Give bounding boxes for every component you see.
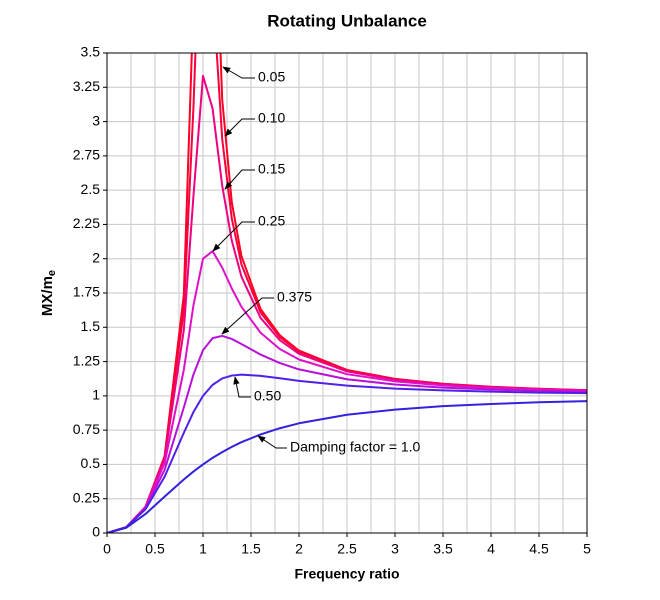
y-tick-label: 2.5 bbox=[81, 181, 101, 197]
y-axis-label: MX/me bbox=[39, 270, 58, 316]
x-tick-label: 1 bbox=[199, 541, 207, 557]
x-axis-label: Frequency ratio bbox=[294, 566, 399, 582]
series-line bbox=[107, 400, 587, 533]
series-line bbox=[107, 373, 587, 533]
y-tick-label: 3.5 bbox=[81, 44, 101, 60]
y-tick-label: 0 bbox=[92, 524, 100, 540]
grid bbox=[106, 52, 588, 534]
y-axis-label-sub: e bbox=[46, 270, 58, 276]
annotation-arrow bbox=[221, 297, 274, 335]
series-label: 0.25 bbox=[258, 213, 285, 229]
plot-area bbox=[107, 53, 587, 533]
x-tick-label: 1.5 bbox=[241, 541, 261, 557]
y-tick-label: 1.25 bbox=[73, 352, 100, 368]
annotations: 0.05 0.10 0.15 0.25 0.375 0.50 Damping factor … bbox=[212, 66, 421, 455]
x-tick-label: 5 bbox=[583, 541, 591, 557]
annotation-arrow bbox=[222, 66, 255, 79]
series-label: 0.05 bbox=[258, 69, 285, 85]
x-tick-label: 4.5 bbox=[529, 541, 549, 557]
y-axis-label-main: MX/m bbox=[39, 276, 56, 316]
series-label: 0.375 bbox=[277, 289, 312, 305]
y-tick-label: 3.25 bbox=[73, 78, 100, 94]
x-tick-label: 4 bbox=[487, 541, 495, 557]
series-line bbox=[107, 74, 587, 533]
series-line bbox=[107, 334, 587, 533]
annotation-arrow bbox=[224, 169, 255, 190]
series-label: 0.15 bbox=[258, 161, 285, 177]
x-tick-label: 3 bbox=[391, 541, 399, 557]
y-tick-label: 1.5 bbox=[81, 318, 101, 334]
y-tick-label: 2.75 bbox=[73, 147, 100, 163]
annotation-arrow bbox=[257, 435, 287, 449]
series-label: Damping factor = 1.0 bbox=[290, 439, 421, 455]
annotation-arrow bbox=[233, 376, 251, 398]
y-tick-label: 1 bbox=[92, 387, 100, 403]
x-tick-label: 2.5 bbox=[337, 541, 357, 557]
y-tick-label: 0.5 bbox=[81, 455, 101, 471]
x-tick-label: 0.5 bbox=[145, 541, 165, 557]
y-tick-label: 2 bbox=[92, 249, 100, 265]
annotation-arrow bbox=[224, 118, 255, 137]
y-tick-label: 2.25 bbox=[73, 215, 100, 231]
x-tick-label: 0 bbox=[103, 541, 111, 557]
y-tick-label: 0.25 bbox=[73, 489, 100, 505]
chart-title: Rotating Unbalance bbox=[267, 11, 427, 30]
series-label: 0.50 bbox=[254, 388, 281, 404]
x-tick-label: 2 bbox=[295, 541, 303, 557]
series-line bbox=[107, 250, 587, 533]
y-tick-label: 0.75 bbox=[73, 421, 100, 437]
annotation-arrow bbox=[212, 221, 255, 252]
series-label: 0.10 bbox=[258, 110, 285, 126]
x-tick-label: 3.5 bbox=[433, 541, 453, 557]
y-tick-label: 3 bbox=[92, 112, 100, 128]
y-tick-label: 1.75 bbox=[73, 284, 100, 300]
